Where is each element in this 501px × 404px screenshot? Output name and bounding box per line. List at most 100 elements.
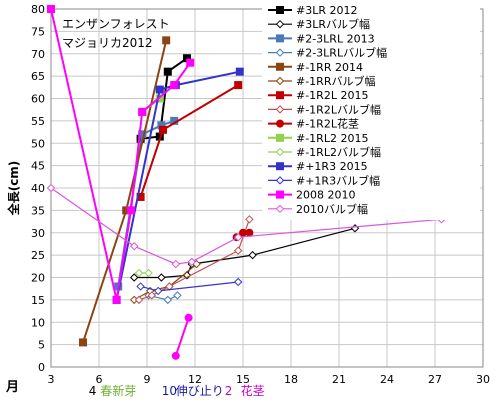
legend-marker xyxy=(276,91,284,100)
x-tick-label: 27 xyxy=(428,373,442,386)
data-point xyxy=(79,338,87,347)
y-tick-label: 70 xyxy=(31,48,45,61)
legend-marker xyxy=(276,190,284,199)
legend-marker xyxy=(276,34,284,43)
data-point xyxy=(147,291,157,300)
legend-label: 2008 2010 xyxy=(296,189,356,202)
data-point xyxy=(245,215,254,224)
legend-marker xyxy=(275,176,285,185)
data-point xyxy=(112,295,121,304)
data-point xyxy=(248,250,257,260)
data-point xyxy=(245,228,254,237)
legend-marker xyxy=(275,204,285,214)
legend-box xyxy=(262,2,480,220)
data-point xyxy=(170,81,179,90)
legend-entry: #-1R2L 2015 xyxy=(268,89,368,102)
x-tick-label: 9 xyxy=(144,373,151,386)
plot-area xyxy=(46,5,446,360)
legend-entry: #3LRバルブ幅 xyxy=(268,17,370,31)
data-point xyxy=(163,295,173,305)
annotation-label: 春新芽 xyxy=(100,383,136,398)
series-4 xyxy=(79,36,171,347)
legend-entry: #-1RL2バルブ幅 xyxy=(268,145,381,159)
x-tick-label: 18 xyxy=(284,373,298,386)
data-point xyxy=(127,206,135,215)
data-point xyxy=(155,94,164,103)
legend-label: #-1R2L 2015 xyxy=(296,89,368,102)
legend-label: #3LRバルブ幅 xyxy=(296,17,370,31)
legend: #3LR 2012#3LRバルブ幅#2-3LRL 2013#2-3LRLバルブ幅… xyxy=(262,2,480,220)
legend-entry: #2-3LRLバルブ幅 xyxy=(268,46,387,60)
y-tick-label: 5 xyxy=(38,339,45,352)
legend-marker xyxy=(275,19,285,29)
data-point xyxy=(234,81,243,90)
chart-title-line-1: エンザンフォレスト xyxy=(62,17,170,31)
y-tick-label: 25 xyxy=(31,249,45,262)
y-tick-label: 10 xyxy=(31,316,45,329)
data-point xyxy=(157,273,166,282)
data-point xyxy=(173,291,182,300)
annotation-label: 10 xyxy=(162,384,177,398)
legend-marker xyxy=(275,105,285,114)
y-tick-label: 35 xyxy=(31,204,45,217)
series-15 xyxy=(171,313,193,360)
x-axis-label: 月 xyxy=(5,380,19,395)
data-point xyxy=(47,5,55,13)
data-point xyxy=(129,241,139,251)
series-line xyxy=(50,187,442,265)
data-point xyxy=(138,107,147,116)
y-tick-label: 15 xyxy=(31,294,45,307)
data-point xyxy=(136,282,145,291)
y-tick-label: 65 xyxy=(31,70,45,83)
data-point xyxy=(171,351,180,360)
data-point xyxy=(184,313,193,322)
legend-marker xyxy=(276,162,284,171)
legend-label: 2010バルブ幅 xyxy=(296,202,368,216)
annotation-label: 花茎 xyxy=(241,383,265,398)
legend-label: #-1RL2 2015 xyxy=(296,132,368,145)
data-point xyxy=(155,85,164,94)
data-point xyxy=(233,277,243,287)
legend-label: #2-3LRLバルブ幅 xyxy=(296,46,387,60)
legend-marker xyxy=(276,119,284,128)
annotation-label: 2 xyxy=(225,384,233,398)
legend-marker xyxy=(276,62,284,71)
y-tick-label: 0 xyxy=(38,361,45,374)
x-tick-label: 30 xyxy=(476,373,490,386)
legend-entry: #-1RL2 2015 xyxy=(268,132,368,145)
data-point xyxy=(163,67,172,76)
y-tick-label: 40 xyxy=(31,182,45,195)
y-tick-label: 80 xyxy=(31,3,45,16)
data-point xyxy=(171,259,181,269)
legend-entry: #-1RR 2014 xyxy=(268,61,363,74)
legend-marker xyxy=(275,76,285,86)
tick-labels: 0 5 10 15 20 25 30 35 40 45 50 55 60 65 70 75 80 3 6 9 12 15 1… xyxy=(31,3,490,386)
data-point xyxy=(162,36,171,45)
legend-label: #3LR 2012 xyxy=(296,4,357,17)
chart-title-line-2: マジョリカ2012 xyxy=(62,36,153,50)
x-tick-label: 24 xyxy=(380,373,394,386)
data-point xyxy=(129,273,139,282)
y-tick-label: 55 xyxy=(31,115,45,128)
legend-label: #-1R2L花茎 xyxy=(296,118,359,131)
legend-entry: #3LR 2012 xyxy=(268,4,357,17)
legend-entry: #-1R2L花茎 xyxy=(268,118,359,131)
legend-marker xyxy=(275,147,285,157)
data-point xyxy=(233,246,243,255)
data-point xyxy=(134,295,144,305)
legend-entry: #+1R3 2015 xyxy=(268,160,368,173)
data-point xyxy=(235,67,244,76)
legend-label: #+1R3 2015 xyxy=(296,160,368,173)
legend-entry: #+1R3バルブ幅 xyxy=(268,173,380,187)
y-tick-label: 20 xyxy=(31,272,45,285)
series-6 xyxy=(136,81,243,201)
annotation-label: 4 xyxy=(89,384,97,398)
legend-label: #-1RRバルブ幅 xyxy=(296,74,375,88)
x-tick-label: 21 xyxy=(332,373,346,386)
data-point xyxy=(153,286,163,296)
y-tick-label: 60 xyxy=(31,93,45,106)
data-point xyxy=(46,183,56,193)
legend-marker xyxy=(276,133,284,142)
x-tick-label: 3 xyxy=(48,373,55,386)
